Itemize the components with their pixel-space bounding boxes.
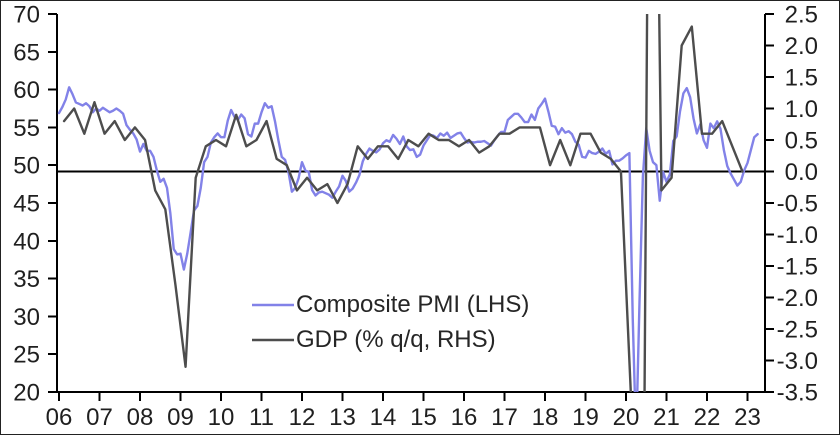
left-axis-tick-label: 60	[13, 77, 40, 104]
left-axis-tick-label: 20	[13, 380, 40, 407]
left-axis-tick-label: 25	[13, 342, 40, 369]
x-axis-tick-label: 15	[410, 404, 437, 431]
left-axis-tick-label: 55	[13, 115, 40, 142]
x-axis-tick-label: 12	[289, 404, 316, 431]
x-axis-tick-label: 18	[532, 404, 559, 431]
chart-legend: Composite PMI (LHS) GDP (% q/q, RHS)	[252, 291, 529, 353]
right-axis-tick-label: -0.5	[777, 191, 818, 218]
x-axis-tick-label: 10	[208, 404, 235, 431]
left-axis-tick-label: 45	[13, 191, 40, 218]
right-axis-tick-label: 1.0	[785, 96, 818, 123]
right-axis-tick-label: -3.5	[777, 380, 818, 407]
right-axis-tick-label: -1.0	[777, 222, 818, 249]
right-axis-tick-label: 1.5	[785, 65, 818, 92]
axes: 70 65 60 55 50 45 40 35 30 25 20 2.5 2.0 1.5 1.0 0.5 0.0…	[13, 2, 818, 432]
left-axis-tick-label: 50	[13, 153, 40, 180]
legend-label-composite-pmi: Composite PMI (LHS)	[296, 291, 529, 318]
gdp-line	[62, 14, 744, 392]
x-axis-tick-label: 22	[694, 404, 721, 431]
right-axis-tick-label: 2.0	[785, 33, 818, 60]
x-axis-tick-label: 20	[613, 404, 640, 431]
right-axis-tick-label: 0.5	[785, 128, 818, 155]
x-axis-tick-label: 16	[451, 404, 478, 431]
left-axis-tick-label: 30	[13, 304, 40, 331]
legend-label-gdp: GDP (% q/q, RHS)	[296, 326, 496, 353]
right-axis-tick-label: 2.5	[785, 2, 818, 29]
right-axis-tick-label: -2.5	[777, 317, 818, 344]
x-axis-tick-label: 06	[46, 404, 73, 431]
right-axis-tick-label: -1.5	[777, 254, 818, 281]
right-axis-tick-label: -3.0	[777, 348, 818, 375]
x-axis-tick-label: 07	[86, 404, 113, 431]
x-axis-tick-label: 17	[491, 404, 518, 431]
left-axis-tick-label: 40	[13, 228, 40, 255]
x-axis-tick-label: 09	[167, 404, 194, 431]
left-axis-tick-label: 70	[13, 2, 40, 29]
x-axis-tick-label: 13	[329, 404, 356, 431]
x-axis-tick-label: 08	[127, 404, 154, 431]
right-axis-tick-label: 0.0	[785, 159, 818, 186]
x-axis-tick-label: 11	[249, 404, 274, 431]
left-axis-tick-label: 65	[13, 39, 40, 66]
x-axis-tick-label: 21	[653, 404, 680, 431]
left-axis-tick-label: 35	[13, 266, 40, 293]
x-axis-tick-label: 19	[572, 404, 599, 431]
chart-series	[57, 14, 759, 392]
composite-pmi-line	[57, 86, 759, 392]
x-axis-tick-label: 23	[734, 404, 761, 431]
x-axis-tick-label: 14	[370, 404, 397, 431]
right-axis-tick-label: -2.0	[777, 285, 818, 312]
